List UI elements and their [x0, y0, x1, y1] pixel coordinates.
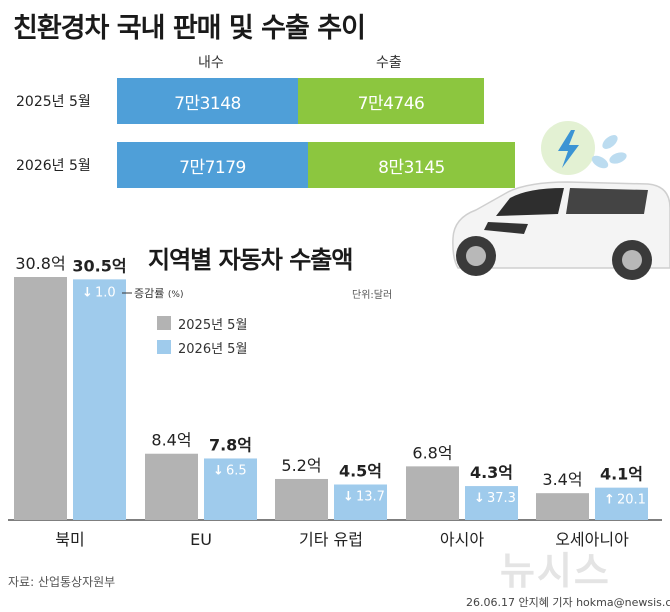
category-label-1: EU	[190, 530, 212, 549]
category-label-3: 아시아	[440, 530, 484, 549]
source-note: 자료: 산업통상자원부	[8, 575, 116, 589]
bar-2025-1	[145, 453, 198, 520]
bar-2026-4	[595, 487, 648, 520]
value-label-2026-0: 30.5억	[72, 256, 126, 275]
arrow-down-icon: ↓	[82, 285, 93, 300]
domestic-column-header: 내수	[198, 55, 224, 71]
value-label-2025-2: 5.2억	[281, 456, 321, 475]
change-label-4: 20.1	[617, 493, 646, 508]
arrow-down-icon: ↓	[213, 463, 224, 478]
legend-swatch-2026	[157, 340, 171, 354]
value-label-2025-4: 3.4억	[542, 470, 582, 489]
export-bar-2025: 7만4746	[298, 78, 484, 124]
bar-2026-1	[204, 458, 257, 520]
unit-label: 단위:달러	[352, 290, 393, 301]
bar-2025-4	[536, 493, 589, 520]
rate-legend-unit: (%)	[167, 290, 184, 300]
bar-2025-0	[14, 277, 67, 520]
export-bar-2026: 8만3145	[308, 142, 515, 188]
arrow-up-icon: ↑	[604, 493, 615, 508]
domestic-bar-2025: 7만3148	[117, 78, 298, 124]
change-label-0: 1.0	[95, 285, 116, 300]
rate-legend: 증감률 (%)	[134, 285, 183, 301]
category-label-0: 북미	[55, 530, 84, 549]
bar-2026-0	[73, 279, 126, 520]
bar-2025-3	[406, 466, 459, 520]
credit-line: 26.06.17 안지혜 기자 hokma@newsis.com	[466, 596, 670, 609]
value-label-2026-4: 4.1억	[600, 465, 643, 484]
legend-label-2025: 2025년 5월	[178, 318, 248, 333]
row-label-2025: 2025년 5월	[16, 94, 91, 110]
bar-2025-2	[275, 478, 328, 520]
value-label-2025-1: 8.4억	[151, 431, 191, 450]
change-label-2: 13.7	[356, 489, 385, 504]
electric-car-illustration	[452, 121, 670, 280]
row-label-2026: 2026년 5월	[16, 158, 91, 174]
change-label-1: 6.5	[226, 463, 247, 478]
export-column-header: 수출	[376, 55, 402, 71]
arrow-down-icon: ↓	[474, 491, 485, 506]
value-label-2026-1: 7.8억	[209, 435, 252, 454]
newsis-logo: 뉴시스	[500, 549, 611, 593]
category-label-4: 오세아니아	[555, 530, 629, 549]
chart-title: 친환경차 국내 판매 및 수출 추이	[13, 13, 366, 44]
category-label-2: 기타 유럽	[299, 530, 363, 549]
legend-swatch-2025	[157, 316, 171, 330]
legend-label-2026: 2026년 5월	[178, 342, 248, 357]
value-label-2025-0: 30.8억	[15, 254, 65, 273]
rate-legend-label: 증감률	[134, 287, 165, 300]
export-chart-title: 지역별 자동차 수출액	[148, 246, 353, 274]
domestic-bar-2026: 7만7179	[117, 142, 308, 188]
bar-2026-3	[465, 486, 518, 520]
arrow-down-icon: ↓	[343, 489, 354, 504]
value-label-2025-3: 6.8억	[412, 443, 452, 462]
change-label-3: 37.3	[487, 491, 516, 506]
value-label-2026-3: 4.3억	[470, 463, 513, 482]
bar-2026-2	[334, 484, 387, 520]
value-label-2026-2: 4.5억	[339, 461, 382, 480]
